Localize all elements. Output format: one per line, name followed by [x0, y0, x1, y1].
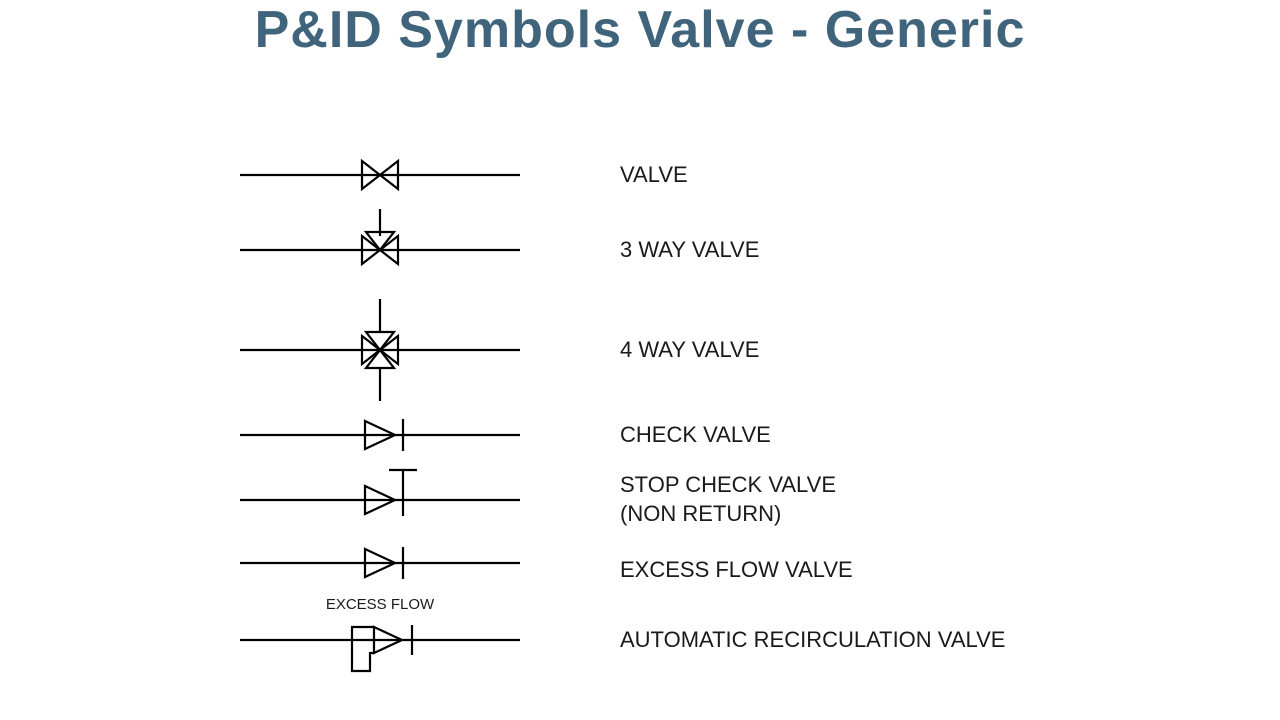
valve-symbol-valve — [240, 145, 520, 205]
symbol-label: EXCESS FLOW VALVE — [620, 556, 853, 585]
symbol-row: STOP CHECK VALVE(NON RETURN) — [240, 465, 1040, 535]
valve-symbol-excess-flow-valve: EXCESS FLOW — [240, 528, 520, 613]
page-title: P&ID Symbols Valve - Generic — [0, 0, 1280, 60]
valve-symbol-auto-recirc-valve — [240, 605, 520, 675]
valve-symbol-check-valve — [240, 405, 520, 465]
symbol-row: CHECK VALVE — [240, 405, 1040, 465]
symbol-label: VALVE — [620, 161, 688, 190]
symbol-table: VALVE 3 WAY VALVE 4 WAY VALVE CHECK VALVE ST… — [240, 145, 1040, 675]
symbol-row: AUTOMATIC RECIRCULATION VALVE — [240, 605, 1040, 675]
symbol-row: 3 WAY VALVE — [240, 205, 1040, 295]
valve-symbol-stop-check-valve — [240, 465, 520, 535]
symbol-label: 4 WAY VALVE — [620, 336, 759, 365]
symbol-row: 4 WAY VALVE — [240, 295, 1040, 405]
valve-symbol-four-way-valve — [240, 295, 520, 405]
symbol-label: AUTOMATIC RECIRCULATION VALVE — [620, 626, 1005, 655]
symbol-label: 3 WAY VALVE — [620, 236, 759, 265]
symbol-row: EXCESS FLOWEXCESS FLOW VALVE — [240, 535, 1040, 605]
symbol-row: VALVE — [240, 145, 1040, 205]
symbol-label: CHECK VALVE — [620, 421, 771, 450]
valve-symbol-three-way-valve — [240, 205, 520, 295]
symbol-label: STOP CHECK VALVE(NON RETURN) — [620, 471, 836, 528]
